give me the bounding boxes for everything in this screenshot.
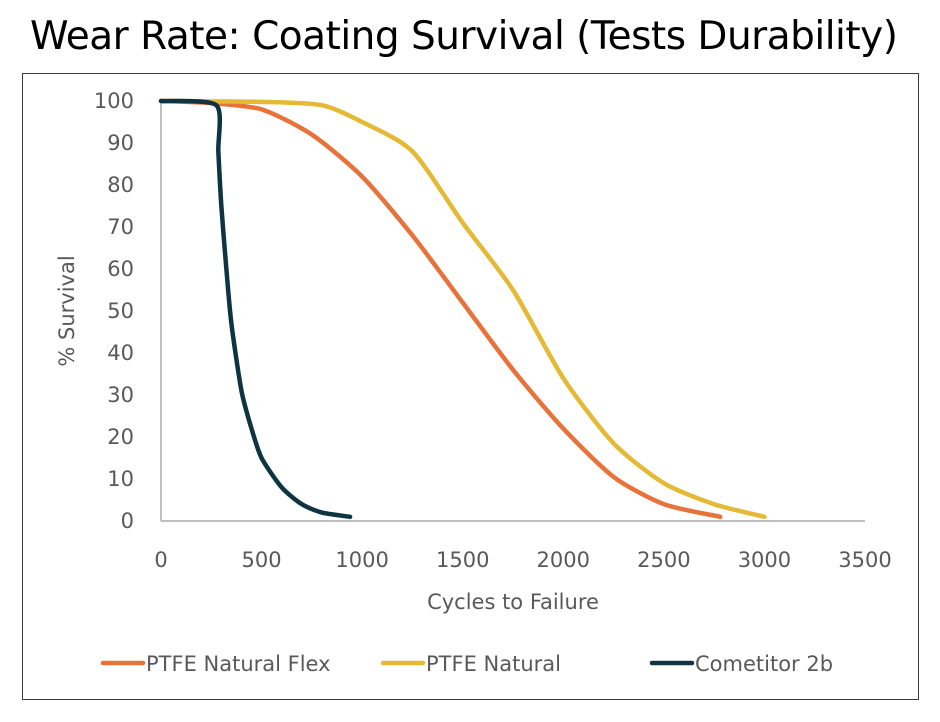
x-tick-label: 1000 [335,548,388,572]
x-tick-label: 2000 [537,548,590,572]
x-tick-label: 3500 [838,548,891,572]
y-tick-label: 70 [107,215,134,239]
y-tick-label: 100 [94,89,134,113]
x-tick-label: 1500 [436,548,489,572]
y-tick-label: 30 [107,383,134,407]
legend-label: Cometitor 2b [695,652,833,676]
y-tick-label: 40 [107,341,134,365]
legend-item-1: PTFE Natural [380,652,561,676]
legend-item-2: Cometitor 2b [649,652,833,676]
x-axis-label: Cycles to Failure [427,590,599,614]
chart-frame [22,73,919,700]
x-tick-label: 3000 [738,548,791,572]
y-tick-label: 0 [121,509,134,533]
y-axis-label: % Survival [55,255,79,366]
series-line-0 [158,98,723,520]
y-tick-label: 50 [107,299,134,323]
series-line-1 [158,98,767,520]
y-tick-label: 10 [107,467,134,491]
y-tick-label: 60 [107,257,134,281]
x-tick-label: 2500 [637,548,690,572]
legend-label: PTFE Natural Flex [146,652,331,676]
legend-item-0: PTFE Natural Flex [100,652,331,676]
y-tick-label: 20 [107,425,134,449]
legend-label: PTFE Natural [426,652,561,676]
series-line-2 [158,98,353,520]
y-tick-label: 80 [107,173,134,197]
x-tick-label: 0 [154,548,167,572]
y-tick-label: 90 [107,131,134,155]
chart-title: Wear Rate: Coating Survival (Tests Durab… [30,14,898,59]
x-tick-label: 500 [242,548,282,572]
